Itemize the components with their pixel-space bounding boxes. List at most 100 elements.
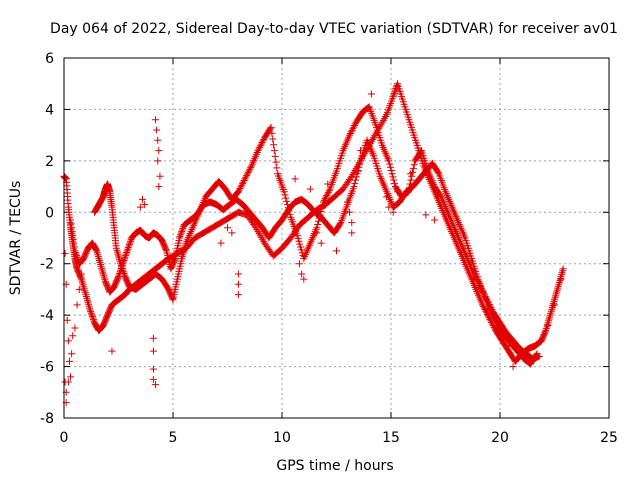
data-point-interp bbox=[386, 163, 394, 171]
data-point-interp bbox=[295, 237, 303, 245]
data-point-interp bbox=[403, 189, 411, 197]
data-point-interp bbox=[239, 178, 247, 186]
data-point-interp bbox=[67, 220, 75, 228]
data-point bbox=[156, 172, 164, 180]
data-point-interp bbox=[324, 190, 332, 198]
data-point bbox=[117, 260, 125, 268]
data-point bbox=[280, 188, 288, 196]
data-point-interp bbox=[321, 195, 329, 203]
data-point-interp bbox=[120, 271, 128, 279]
x-tick-label: 25 bbox=[600, 430, 618, 446]
data-point bbox=[470, 270, 478, 278]
data-point-interp bbox=[474, 278, 482, 286]
data-point-interp bbox=[489, 307, 497, 315]
data-point bbox=[291, 175, 299, 183]
data-point-interp bbox=[407, 176, 415, 184]
data-point-interp bbox=[87, 309, 95, 317]
data-point-interp bbox=[486, 302, 494, 310]
data-point-interp bbox=[178, 228, 186, 236]
data-point-interp bbox=[389, 173, 397, 181]
data-point-interp bbox=[270, 147, 278, 155]
data-point bbox=[404, 188, 412, 196]
data-point bbox=[152, 116, 160, 124]
data-point-interp bbox=[391, 86, 399, 94]
data-point-interp bbox=[246, 165, 254, 173]
data-point-interp bbox=[240, 176, 248, 184]
data-point bbox=[343, 198, 351, 206]
data-point bbox=[71, 247, 79, 255]
data-point-interp bbox=[417, 148, 425, 156]
data-point-interp bbox=[171, 256, 179, 264]
data-point-interp bbox=[257, 140, 265, 148]
data-point-interp bbox=[71, 248, 79, 256]
data-point bbox=[234, 280, 242, 288]
data-point-interp bbox=[177, 231, 185, 239]
data-point-interp bbox=[296, 240, 304, 248]
data-point bbox=[431, 216, 439, 224]
data-point-interp bbox=[114, 274, 122, 282]
data-point-interp bbox=[126, 239, 134, 247]
data-point-interp bbox=[77, 274, 85, 282]
data-point-interp bbox=[256, 142, 264, 150]
x-axis-label: GPS time / hours bbox=[276, 458, 393, 474]
data-point-interp bbox=[255, 145, 263, 153]
data-point-interp bbox=[266, 125, 274, 133]
data-point-interp bbox=[390, 176, 398, 184]
data-point bbox=[483, 296, 491, 304]
data-point bbox=[224, 224, 231, 232]
data-point-interp bbox=[541, 328, 549, 336]
data-point bbox=[298, 270, 306, 278]
data-point-interp bbox=[348, 126, 356, 134]
data-point-interp bbox=[281, 191, 289, 199]
data-point-interp bbox=[347, 128, 355, 136]
data-point-interp bbox=[245, 167, 253, 175]
data-point-interp bbox=[117, 261, 125, 269]
data-point-interp bbox=[123, 248, 131, 256]
data-point-interp bbox=[242, 173, 250, 181]
data-point-interp bbox=[481, 293, 489, 300]
data-point bbox=[333, 247, 340, 255]
data-point-interp bbox=[258, 139, 266, 147]
data-point-interp bbox=[125, 242, 133, 250]
data-point bbox=[407, 170, 415, 178]
data-point-interp bbox=[286, 210, 294, 218]
data-point-interp bbox=[179, 224, 187, 232]
data-point-interp bbox=[284, 204, 292, 212]
data-point-interp bbox=[480, 289, 488, 297]
data-point-interp bbox=[89, 316, 97, 324]
data-point-interp bbox=[322, 193, 330, 201]
data-point bbox=[67, 373, 75, 381]
data-point bbox=[293, 231, 301, 239]
data-point-interp bbox=[406, 180, 414, 188]
data-point-interp bbox=[271, 152, 279, 160]
data-point-interp bbox=[247, 164, 255, 172]
data-point bbox=[64, 337, 72, 345]
data-point bbox=[69, 332, 77, 340]
data-point-interp bbox=[323, 192, 331, 200]
data-point-interp bbox=[488, 305, 496, 313]
data-point-interp bbox=[73, 252, 81, 260]
data-point-interp bbox=[273, 164, 281, 172]
data-point bbox=[367, 90, 375, 98]
data-point-interp bbox=[124, 244, 132, 252]
data-point bbox=[138, 195, 146, 203]
data-point-interp bbox=[473, 276, 481, 284]
data-point bbox=[394, 188, 402, 196]
data-point-interp bbox=[120, 269, 128, 277]
data-point bbox=[319, 198, 327, 206]
data-point bbox=[149, 365, 157, 373]
data-point bbox=[313, 229, 321, 237]
data-point bbox=[324, 180, 332, 188]
data-point bbox=[61, 249, 69, 257]
y-tick-label: 2 bbox=[45, 154, 54, 170]
data-point-interp bbox=[119, 266, 127, 274]
data-point-interp bbox=[482, 307, 490, 315]
data-point-interp bbox=[314, 221, 322, 228]
data-point-interp bbox=[352, 176, 360, 184]
data-point bbox=[149, 334, 157, 342]
data-point-interp bbox=[316, 211, 324, 219]
data-point bbox=[155, 147, 163, 155]
data-point-interp bbox=[235, 186, 243, 194]
